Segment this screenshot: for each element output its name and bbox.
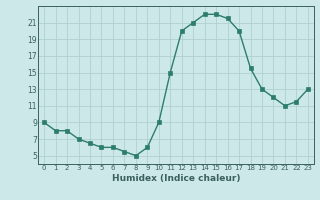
X-axis label: Humidex (Indice chaleur): Humidex (Indice chaleur) bbox=[112, 174, 240, 183]
